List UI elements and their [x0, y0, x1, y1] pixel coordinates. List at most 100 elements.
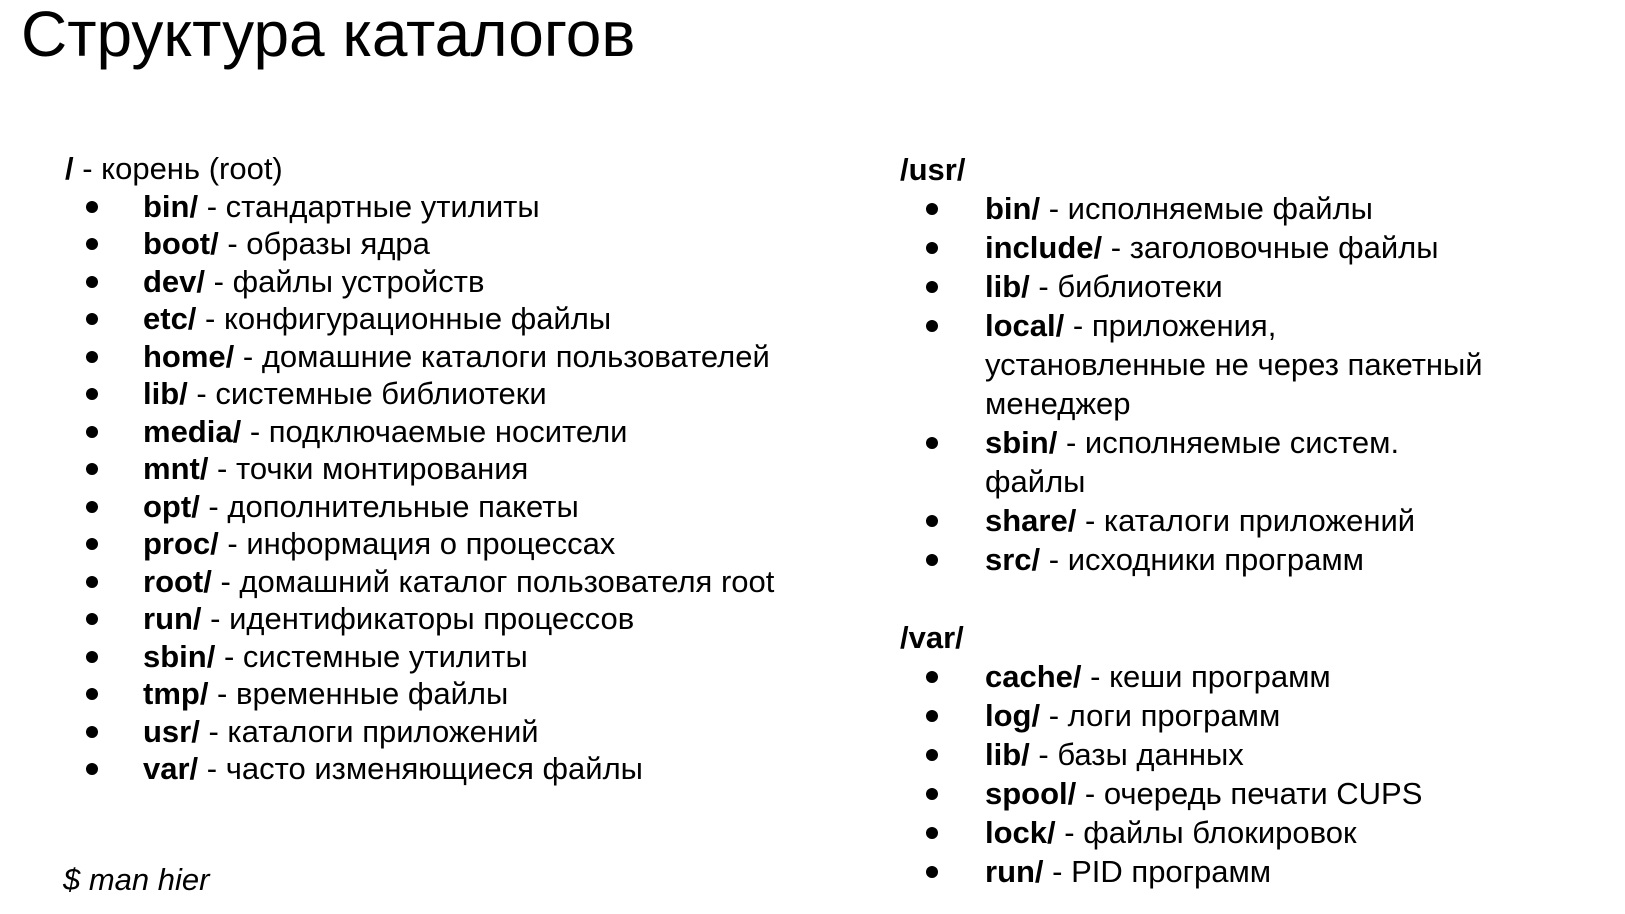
- bullet-icon: [86, 763, 98, 775]
- bullet-icon: [86, 463, 98, 475]
- bullet-icon: [926, 554, 938, 566]
- dir-name: src/: [985, 542, 1041, 577]
- dir-description: - заголовочные файлы: [1102, 230, 1439, 265]
- dir-description: - идентификаторы процессов: [201, 601, 635, 636]
- dir-description: - логи программ: [1040, 698, 1281, 733]
- section-root: / - корень (root) bin/ - стандартные ути…: [65, 150, 845, 788]
- bullet-icon: [86, 238, 98, 250]
- dir-item-root-sbin: sbin/ - системные утилиты: [65, 638, 845, 676]
- dir-name: run/: [143, 601, 202, 636]
- dir-list-var: cache/ - кеши программ log/ - логи прогр…: [900, 657, 1505, 891]
- bullet-icon: [86, 425, 98, 438]
- dir-item-usr-share: share/ - каталоги приложений: [900, 501, 1505, 540]
- bullet-icon: [86, 725, 98, 738]
- dir-description: - PID программ: [1043, 854, 1272, 889]
- bullet-icon: [926, 866, 938, 878]
- dir-item-root-boot: boot/ - образы ядра: [65, 225, 845, 263]
- bullet-icon: [926, 320, 938, 332]
- dir-description: - исходники программ: [1040, 542, 1364, 577]
- dir-description: - информация о процессах: [218, 526, 616, 561]
- section-usr-path: /usr/: [900, 152, 966, 187]
- right-column: /usr/ bin/ - исполняемые файлы include/ …: [900, 150, 1505, 891]
- dir-description: - системные утилиты: [215, 638, 528, 674]
- bullet-icon: [86, 350, 98, 363]
- dir-description: - часто изменяющиеся файлы: [198, 751, 643, 786]
- dir-description: - домашние каталоги пользователей: [234, 338, 770, 374]
- dir-item-usr-src: src/ - исходники программ: [900, 540, 1505, 579]
- dir-description: - очередь печати CUPS: [1076, 776, 1423, 811]
- dir-item-root-media: media/ - подключаемые носители: [65, 413, 845, 451]
- bullet-icon: [86, 613, 98, 625]
- dir-name: etc/: [143, 301, 197, 336]
- dir-name: dev/: [143, 263, 206, 299]
- bullet-icon: [926, 710, 938, 722]
- dir-description: - каталоги приложений: [199, 713, 539, 749]
- dir-item-var-cache: cache/ - кеши программ: [900, 657, 1505, 696]
- dir-name: run/: [985, 854, 1044, 889]
- dir-name: media/: [143, 413, 242, 449]
- dir-name: local/: [985, 308, 1065, 343]
- bullet-icon: [86, 200, 98, 213]
- bullet-icon: [926, 203, 938, 215]
- dir-name: home/: [143, 338, 235, 374]
- shell-command: $ man hier: [63, 862, 210, 897]
- bullet-icon: [86, 388, 98, 400]
- dir-name: lib/: [143, 376, 188, 411]
- dir-item-var-lib: lib/ - базы данных: [900, 735, 1505, 774]
- dir-item-root-var: var/ - часто изменяющиеся файлы: [65, 750, 845, 788]
- dir-item-usr-include: include/ - заголовочные файлы: [900, 228, 1505, 267]
- dir-name: lock/: [985, 815, 1056, 850]
- dir-item-usr-bin: bin/ - исполняемые файлы: [900, 189, 1505, 228]
- bullet-icon: [926, 827, 938, 839]
- dir-name: log/: [985, 698, 1041, 733]
- bullet-icon: [926, 749, 938, 761]
- bullet-icon: [926, 515, 938, 527]
- dir-name: include/: [985, 230, 1103, 265]
- dir-description: - временные файлы: [208, 676, 509, 711]
- dir-description: - образы ядра: [218, 226, 430, 261]
- page-title: Структура каталогов: [21, 0, 636, 70]
- bullet-icon: [926, 437, 938, 449]
- dir-name: opt/: [143, 488, 200, 524]
- section-var-header: /var/: [900, 618, 1505, 657]
- dir-description: - файлы устройств: [205, 263, 485, 299]
- dir-item-root-bin: bin/ - стандартные утилиты: [65, 188, 845, 226]
- section-var-path: /var/: [900, 620, 964, 655]
- dir-description: - библиотеки: [1029, 269, 1223, 304]
- dir-name: share/: [985, 503, 1077, 538]
- dir-item-usr-lib: lib/ - библиотеки: [900, 267, 1505, 306]
- dir-description: - конфигурационные файлы: [196, 301, 612, 336]
- dir-name: boot/: [143, 226, 219, 261]
- section-var: /var/ cache/ - кеши программ log/ - логи…: [900, 618, 1505, 891]
- section-usr-header: /usr/: [900, 150, 1505, 189]
- dir-name: var/: [143, 751, 199, 786]
- dir-description: - стандартные утилиты: [198, 188, 540, 224]
- bullet-icon: [86, 313, 98, 325]
- dir-description: - исполняемые файлы: [1040, 191, 1373, 226]
- dir-name: mnt/: [143, 451, 209, 486]
- dir-item-var-run: run/ - PID программ: [900, 852, 1505, 891]
- dir-name: lib/: [985, 269, 1030, 304]
- dir-item-root-dev: dev/ - файлы устройств: [65, 263, 845, 301]
- dir-description: - системные библиотеки: [187, 376, 547, 411]
- dir-name: cache/: [985, 659, 1082, 694]
- dir-list-usr: bin/ - исполняемые файлы include/ - заго…: [900, 189, 1505, 579]
- dir-item-root-tmp: tmp/ - временные файлы: [65, 675, 845, 713]
- dir-description: - домашний каталог пользователя root: [211, 563, 775, 599]
- dir-item-root-opt: opt/ - дополнительные пакеты: [65, 488, 845, 526]
- section-root-header: / - корень (root): [65, 150, 845, 188]
- dir-name: root/: [143, 563, 212, 599]
- dir-description: - кеши программ: [1081, 659, 1331, 694]
- bullet-icon: [86, 688, 98, 700]
- bullet-icon: [86, 500, 98, 513]
- dir-name: lib/: [985, 737, 1030, 772]
- dir-item-root-etc: etc/ - конфигурационные файлы: [65, 300, 845, 338]
- bullet-icon: [86, 650, 98, 663]
- dir-description: - подключаемые носители: [241, 413, 628, 449]
- bullet-icon: [86, 275, 98, 288]
- dir-name: spool/: [985, 776, 1077, 811]
- dir-description: - дополнительные пакеты: [199, 488, 579, 524]
- dir-item-var-spool: spool/ - очередь печати CUPS: [900, 774, 1505, 813]
- left-column: / - корень (root) bin/ - стандартные ути…: [65, 150, 845, 788]
- bullet-icon: [926, 671, 938, 683]
